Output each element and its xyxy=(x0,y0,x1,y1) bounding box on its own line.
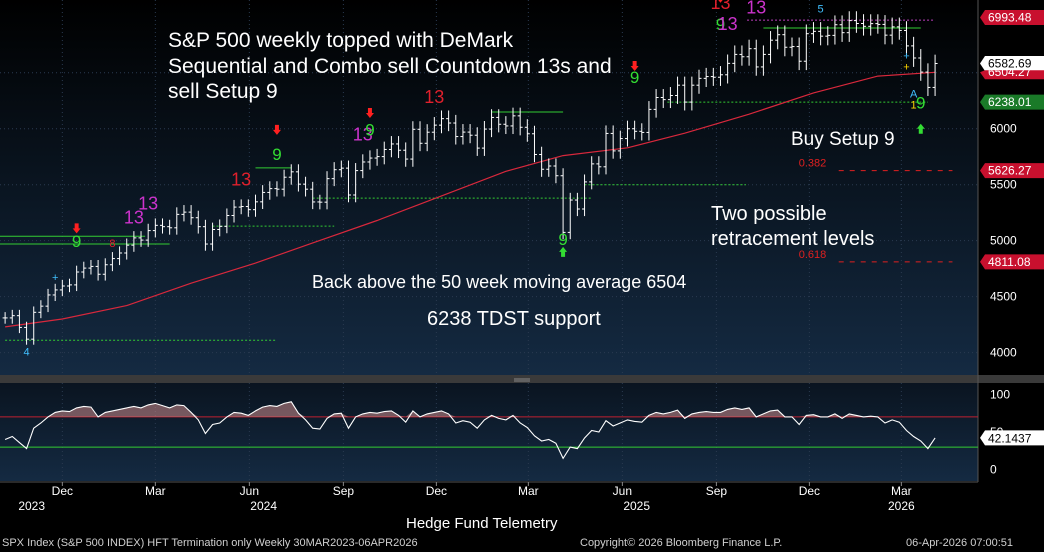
x-tick-label: Jun xyxy=(613,484,632,498)
indicator-overbought-fill xyxy=(48,401,878,417)
moving-average-line xyxy=(5,71,936,328)
buy-setup-note: Buy Setup 9 xyxy=(791,129,895,150)
retracement-note: Two possible retracement levels xyxy=(711,202,874,252)
price-panel-bg xyxy=(0,0,978,375)
indicator-line xyxy=(4,401,936,460)
headline-line: S&P 500 weekly topped with DeMark xyxy=(168,29,514,52)
arrow-down xyxy=(365,108,374,119)
demark-marker-setup: 9 xyxy=(630,68,639,87)
indicator-last-tag-bg xyxy=(980,430,1044,446)
indicator-last-tag: 42.1437 xyxy=(988,431,1032,445)
price-tick-label: 4500 xyxy=(990,290,1017,304)
indicator-tick-label: 0 xyxy=(990,463,997,477)
demark-marker-countdown_combo: 13 xyxy=(746,0,766,17)
x-year-label: 2026 xyxy=(888,499,915,513)
demark-marker-setup_yellow_small: 1 xyxy=(911,100,917,112)
price-tag-label: 4811.08 xyxy=(988,255,1031,269)
demark-marker-setup: 9 xyxy=(558,230,567,249)
x-tick-label: Sep xyxy=(706,484,728,498)
price-tag-label: 6504.27 xyxy=(988,65,1032,79)
demark-marker-setup_small: 4 xyxy=(24,346,30,358)
price-tag-label: 5626.27 xyxy=(988,164,1032,178)
demark-marker-setup: 9 xyxy=(365,120,374,139)
x-tick-label: Mar xyxy=(891,484,912,498)
demark-marker-setup_small: 5 xyxy=(818,3,824,15)
x-tick-label: Dec xyxy=(426,484,447,498)
indicator-tick-label: 100 xyxy=(990,387,1010,401)
tdst-note: 6238 TDST support xyxy=(427,308,601,330)
retracement-line: Two possible xyxy=(711,203,827,225)
x-tick-label: Dec xyxy=(52,484,73,498)
price-tag-bg xyxy=(980,94,1044,110)
price-tag-label: 6582.69 xyxy=(988,57,1032,71)
demark-marker-setup: 9 xyxy=(716,15,725,34)
axis-layer: 4000450050005500600065006993.486582.6965… xyxy=(18,10,1044,513)
fib-level-label: 0.382 xyxy=(799,158,827,170)
headline-line: sell Setup 9 xyxy=(168,80,278,103)
demark-marker-countdown_seq: 13 xyxy=(710,0,730,13)
demark-marker-countdown_combo: 13 xyxy=(353,124,373,144)
arrow-down xyxy=(72,223,81,234)
arrow-down xyxy=(630,61,639,72)
demark-marker-letter_yellow: C xyxy=(817,0,825,3)
price-tag-bg xyxy=(980,10,1044,26)
x-year-label: 2024 xyxy=(250,499,277,513)
price-tag-bg xyxy=(980,56,1044,72)
x-tick-label: Mar xyxy=(518,484,539,498)
demark-marker-setup: 9 xyxy=(272,145,281,164)
headline-line: Sequential and Combo sell Countdown 13s … xyxy=(168,54,612,78)
axis-bg xyxy=(978,0,1044,482)
price-tag-bg xyxy=(980,163,1044,179)
demark-marker-countdown_combo: 13 xyxy=(138,193,158,213)
price-tag-bg xyxy=(980,254,1044,270)
fib-level-label: 0.618 xyxy=(799,249,827,261)
price-tick-label: 6000 xyxy=(990,122,1017,136)
price-tick-label: 4000 xyxy=(990,346,1017,360)
moving-average-note: Back above the 50 week moving average 65… xyxy=(312,272,687,292)
demark-marker-letter_cyan: A xyxy=(910,88,918,100)
arrow-down xyxy=(718,0,723,3)
demark-marker-countdown_small: 8 xyxy=(109,238,115,250)
demark-marker-countdown_seq: 13 xyxy=(231,169,251,189)
price-tag-label: 6238.01 xyxy=(988,95,1032,109)
price-tick-label: 5500 xyxy=(990,178,1017,192)
price-tag-bg xyxy=(980,70,1044,80)
indicator-layer xyxy=(0,383,978,481)
headline-note: S&P 500 weekly topped with DeMark Sequen… xyxy=(168,28,612,105)
demark-marker-countdown_combo: 13 xyxy=(718,14,738,34)
demark-marker-plus_yellow: + xyxy=(903,62,909,74)
indicator-panel-bg xyxy=(0,383,978,481)
price-layer: 0.3820.6184+98131313913913991391313C5++A… xyxy=(0,0,978,375)
arrow-up xyxy=(916,123,925,134)
x-year-label: 2023 xyxy=(18,499,45,513)
demark-marker-countdown_combo: 13 xyxy=(124,207,144,227)
demark-marker-setup: 9 xyxy=(916,94,925,113)
x-year-label: 2025 xyxy=(623,499,650,513)
arrow-up xyxy=(559,246,568,257)
price-tag-label: 6993.48 xyxy=(988,11,1032,25)
retracement-line: retracement levels xyxy=(711,228,875,250)
arrow-down xyxy=(272,124,281,135)
price-tick-label: 5000 xyxy=(990,234,1017,248)
footer-center: Copyright© 2026 Bloomberg Finance L.P. xyxy=(580,537,783,549)
x-tick-label: Mar xyxy=(145,484,166,498)
demark-marker-setup: 9 xyxy=(72,232,81,251)
footer-left: SPX Index (S&P 500 INDEX) HFT Terminatio… xyxy=(2,537,418,549)
footer-right: 06-Apr-2026 07:00:51 xyxy=(906,537,1014,549)
demark-marker-plus: + xyxy=(52,272,58,284)
x-tick-label: Sep xyxy=(333,484,355,498)
demark-marker-plus: + xyxy=(903,50,909,62)
x-tick-label: Dec xyxy=(799,484,820,498)
x-tick-label: Jun xyxy=(240,484,259,498)
demark-marker-countdown_seq: 13 xyxy=(424,87,444,107)
footer-title: Hedge Fund Telemetry xyxy=(406,515,558,532)
